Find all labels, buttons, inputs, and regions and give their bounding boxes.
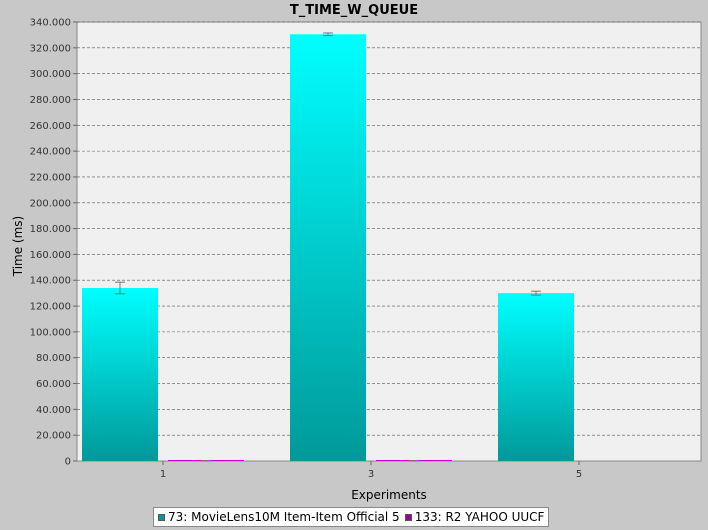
y-tick-label: 120.000 <box>30 302 71 313</box>
legend-swatch <box>158 513 165 521</box>
x-tick-label: 1 <box>160 469 166 480</box>
y-tick-label: 300.000 <box>30 69 71 80</box>
bar-series-1-cat-5 <box>498 293 574 461</box>
y-tick-label: 100.000 <box>30 327 71 338</box>
x-axis-ticks: 1 3 5 <box>160 461 582 480</box>
y-tick-label: 40.000 <box>36 405 71 416</box>
y-tick-label: 0 <box>65 457 71 468</box>
legend: 73: MovieLens10M Item-Item Official 5 13… <box>153 507 550 527</box>
y-tick-label: 160.000 <box>30 250 71 261</box>
x-tick-label: 3 <box>368 469 374 480</box>
x-axis-label: Experiments <box>351 488 427 502</box>
legend-label: 73: MovieLens10M Item-Item Official 5 <box>168 510 400 524</box>
y-tick-label: 180.000 <box>30 224 71 235</box>
legend-swatch <box>404 513 412 521</box>
legend-item-series-1: 73: MovieLens10M Item-Item Official 5 <box>158 510 400 524</box>
y-tick-label: 220.000 <box>30 172 71 183</box>
y-tick-label: 80.000 <box>36 353 71 364</box>
bar-chart: T_TIME_W_QUEUE 0 20.000 40.000 60.000 80.000… <box>11 3 702 502</box>
legend-item-series-2: 133: R2 YAHOO UUCF <box>404 510 545 524</box>
y-tick-label: 340.000 <box>30 18 71 29</box>
y-tick-label: 320.000 <box>30 43 71 54</box>
y-tick-label: 260.000 <box>30 121 71 132</box>
bar-series-1-cat-3 <box>290 34 366 462</box>
y-tick-label: 20.000 <box>36 431 71 442</box>
y-tick-label: 240.000 <box>30 147 71 158</box>
plot-area <box>76 21 702 462</box>
y-tick-label: 60.000 <box>36 379 71 390</box>
legend-label: 133: R2 YAHOO UUCF <box>414 510 545 524</box>
bar-series-1-cat-1 <box>82 287 158 461</box>
y-axis-label: Time (ms) <box>11 216 25 278</box>
bars <box>82 32 574 462</box>
y-tick-label: 140.000 <box>30 276 71 287</box>
x-tick-label: 5 <box>576 469 582 480</box>
chart-title: T_TIME_W_QUEUE <box>290 3 418 18</box>
gridlines <box>77 21 701 436</box>
y-tick-label: 200.000 <box>30 198 71 209</box>
y-axis-ticks: 0 20.000 40.000 60.000 80.000 100.000 120.000 1… <box>30 18 77 468</box>
y-tick-label: 280.000 <box>30 95 71 106</box>
